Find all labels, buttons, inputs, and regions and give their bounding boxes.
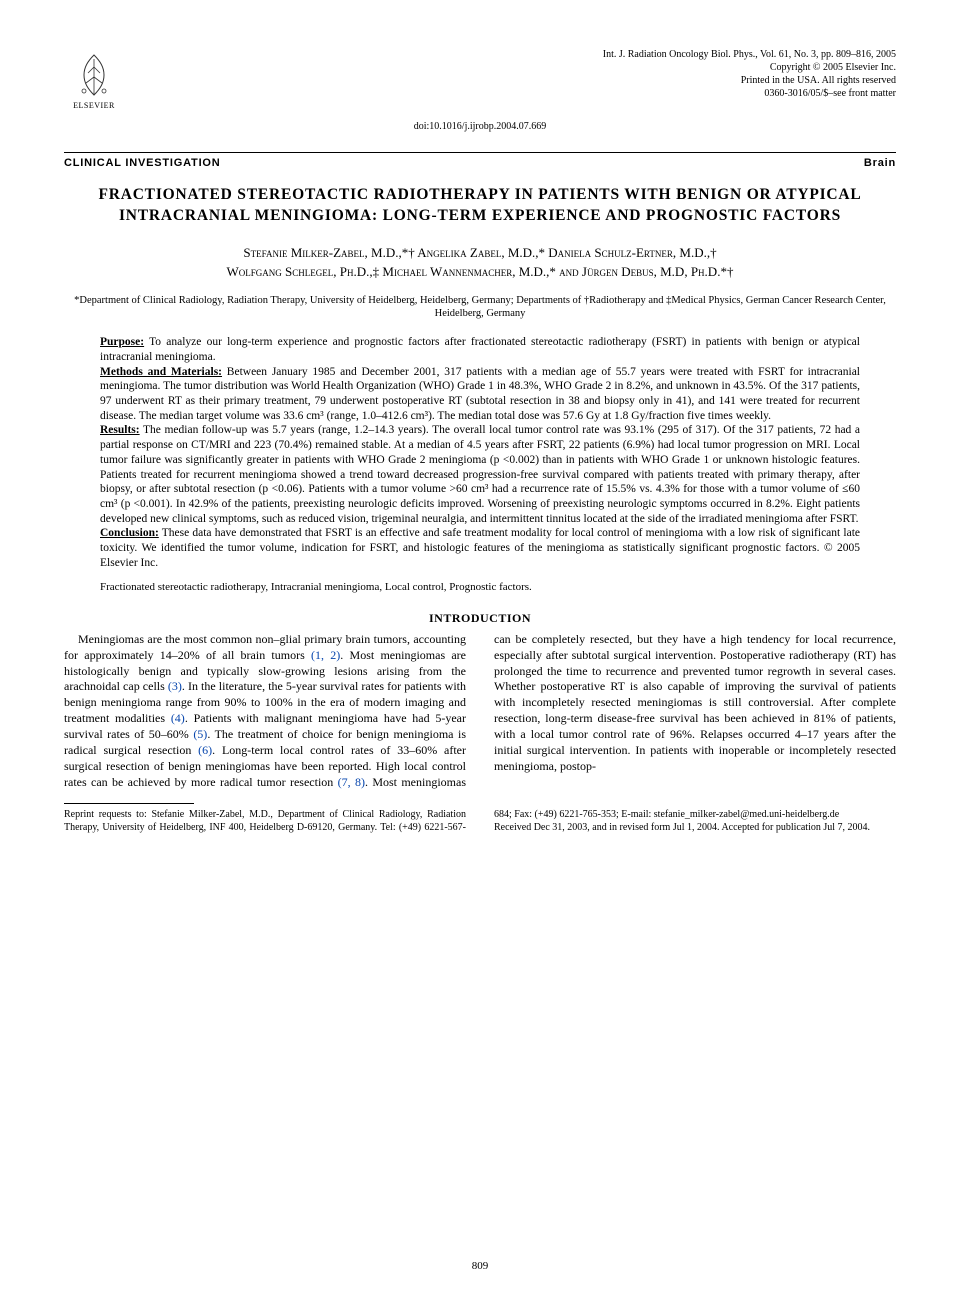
purpose-text: To analyze our long-term experience and … [100,336,860,363]
section-topic: Brain [864,157,896,169]
email-cont: med.uni-heidelberg.de [749,809,839,820]
authors-line-2: Wolfgang Schlegel, Ph.D.,‡ Michael Wanne… [64,262,896,282]
section-bar: CLINICAL INVESTIGATION Brain [64,152,896,169]
article-title: FRACTIONATED STEREOTACTIC RADIOTHERAPY I… [94,185,866,227]
purpose-label: Purpose: [100,336,144,348]
copyright: Copyright © 2005 Elsevier Inc. [603,61,896,74]
issn: 0360-3016/05/$–see front matter [603,87,896,100]
keywords: Fractionated stereotactic radiotherapy, … [100,581,860,593]
authors-line-1: Stefanie Milker-Zabel, M.D.,*† Angelika … [64,243,896,263]
citation-link[interactable]: (1, 2) [311,648,340,662]
citation-link[interactable]: (6) [198,743,212,757]
results-text: The median follow-up was 5.7 years (rang… [100,424,860,524]
conclusion-label: Conclusion: [100,527,159,539]
affiliations: *Department of Clinical Radiology, Radia… [64,294,896,321]
printed-in: Printed in the USA. All rights reserved [603,74,896,87]
received-dates: Received Dec 31, 2003, and in revised fo… [494,822,870,833]
abstract: Purpose: To analyze our long-term experi… [100,335,860,571]
footnote-rule [64,803,194,804]
citation-link[interactable]: (4) [171,711,185,725]
section-label: CLINICAL INVESTIGATION [64,157,221,169]
body-columns: Meningiomas are the most common non–glia… [64,632,896,792]
authors: Stefanie Milker-Zabel, M.D.,*† Angelika … [64,243,896,282]
methods-label: Methods and Materials: [100,366,222,378]
body-paragraph: Meningiomas are the most common non–glia… [64,632,896,792]
conclusion-text: These data have demonstrated that FSRT i… [100,527,860,568]
citation-link[interactable]: (3) [168,679,182,693]
publisher-logo: ELSEVIER [64,48,124,113]
journal-meta: Int. J. Radiation Oncology Biol. Phys., … [603,48,896,100]
doi: doi:10.1016/j.ijrobp.2004.07.669 [64,121,896,132]
page-number: 809 [0,1260,960,1272]
journal-ref: Int. J. Radiation Oncology Biol. Phys., … [603,48,896,61]
footnotes: Reprint requests to: Stefanie Milker-Zab… [64,808,896,834]
tree-icon [70,51,118,99]
citation-link[interactable]: (5) [193,727,207,741]
intro-heading: INTRODUCTION [64,611,896,626]
header-row: ELSEVIER Int. J. Radiation Oncology Biol… [64,48,896,113]
publisher-name: ELSEVIER [73,101,115,110]
citation-link[interactable]: (7, 8) [338,775,365,789]
results-label: Results: [100,424,140,436]
